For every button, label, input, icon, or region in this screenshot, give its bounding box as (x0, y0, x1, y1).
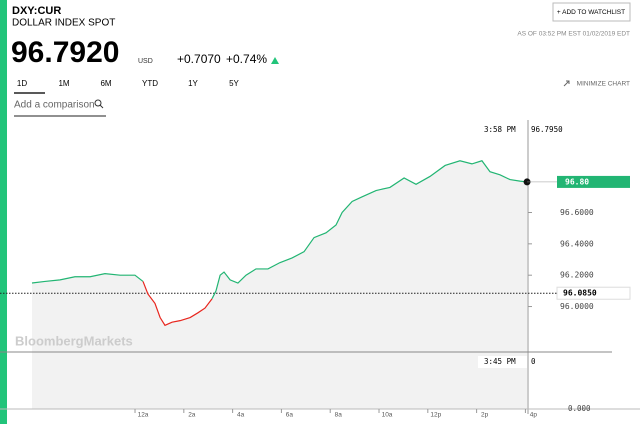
watermark: BloombergMarkets (15, 333, 133, 348)
previous-close-box (556, 286, 631, 300)
currency: USD (138, 58, 153, 65)
y-tick-label: 96.2000 (560, 271, 594, 280)
watchlist-button[interactable] (552, 2, 631, 22)
x-tick-label: 2a (188, 412, 196, 419)
last-price-box (557, 175, 630, 188)
plot: 96.0000 96.2000 96.4000 96.6000 12a 2a 4a 6a 8a 1… (0, 120, 640, 419)
tab[interactable]: 1D (17, 79, 27, 88)
crosshair-time: 3:45 PM (484, 357, 516, 366)
price: 96.7920 (11, 36, 119, 69)
ticker: DXY:CUR (12, 5, 61, 17)
tab[interactable]: 5Y (229, 79, 239, 88)
up-arrow (271, 57, 279, 64)
crosshair-box (478, 356, 570, 368)
search-icon[interactable] (94, 99, 102, 107)
crosshair-time: 3:58 PM (484, 125, 516, 134)
price-line (31, 273, 144, 284)
x-tick-label: 12p (430, 412, 441, 419)
tab[interactable]: 1M (58, 79, 69, 88)
previous-close-label: 96.0850 (563, 289, 597, 298)
y-tick-label: 96.4000 (560, 239, 594, 248)
price-line (142, 281, 213, 327)
x-tick-label: 12a (138, 412, 149, 419)
minimize-chart[interactable]: MINIMIZE CHART (577, 81, 630, 88)
x-tick-label: 4a (237, 412, 245, 419)
comparison-input[interactable]: Add a comparison (14, 100, 95, 111)
watchlist-label[interactable]: + ADD TO WATCHLIST (557, 9, 625, 16)
timestamp: AS OF 03:52 PM EST 01/02/2019 EDT (517, 31, 630, 38)
lower-axis-label: 0.000 (568, 404, 591, 413)
tabs: 1D 1M 6M YTD 1Y 5Y (17, 79, 240, 88)
y-tick-label: 96.6000 (560, 208, 594, 217)
change-percent: +0.74% (226, 52, 267, 66)
search-icon-handle (99, 104, 104, 109)
tab[interactable]: 1Y (188, 79, 198, 88)
instrument-name: DOLLAR INDEX SPOT (12, 18, 115, 29)
crosshair-box (478, 124, 570, 136)
x-tick-label: 8a (335, 412, 343, 419)
price-line (211, 160, 528, 299)
crosshair-value: 96.7950 (531, 125, 563, 134)
area (32, 160, 528, 409)
x-tick-label: 2p (481, 412, 489, 419)
change: +0.7070 (177, 52, 221, 66)
tab[interactable]: YTD (142, 79, 158, 88)
crosshair-value: 0 (531, 357, 536, 366)
x-tick-label: 4p (530, 412, 538, 419)
tab[interactable]: 6M (100, 79, 111, 88)
x-tick-label: 10a (382, 412, 393, 419)
y-tick-label: 96.0000 (560, 302, 594, 311)
last-price-label: 96.80 (565, 177, 589, 186)
minimize-icon[interactable] (563, 80, 570, 87)
x-tick-label: 6a (286, 412, 294, 419)
accent-bar (0, 0, 7, 424)
